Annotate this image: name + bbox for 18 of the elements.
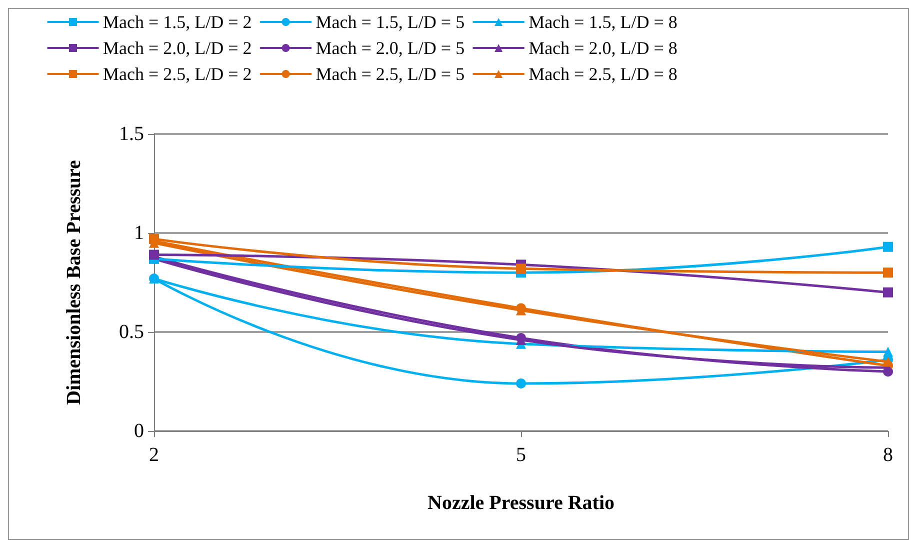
legend-label: Mach = 1.5, L/D = 8	[528, 12, 678, 32]
legend-label: Mach = 2.0, L/D = 5	[316, 38, 465, 58]
legend-label: Mach = 1.5, L/D = 5	[316, 12, 465, 32]
legend-label: Mach = 2.5, L/D = 2	[103, 64, 252, 84]
legend-label: Mach = 2.5, L/D = 8	[528, 64, 678, 84]
y-tick-label: 0.5	[119, 321, 144, 343]
x-tick-label: 8	[883, 444, 893, 466]
y-tick-label: 0	[134, 420, 144, 442]
x-tick-label: 2	[149, 444, 159, 466]
legend-label: Mach = 2.5, L/D = 5	[316, 64, 465, 84]
y-tick-label: 1	[134, 222, 144, 244]
legend-label: Mach = 1.5, L/D = 2	[103, 12, 252, 32]
y-tick-label: 1.5	[119, 123, 144, 145]
x-axis-title: Nozzle Pressure Ratio	[428, 492, 614, 514]
legend-label: Mach = 2.0, L/D = 8	[528, 38, 678, 58]
x-tick-label: 5	[516, 444, 526, 466]
y-axis-title: Dimensionless Base Pressure	[63, 160, 85, 405]
legend-label: Mach = 2.0, L/D = 2	[103, 38, 252, 58]
